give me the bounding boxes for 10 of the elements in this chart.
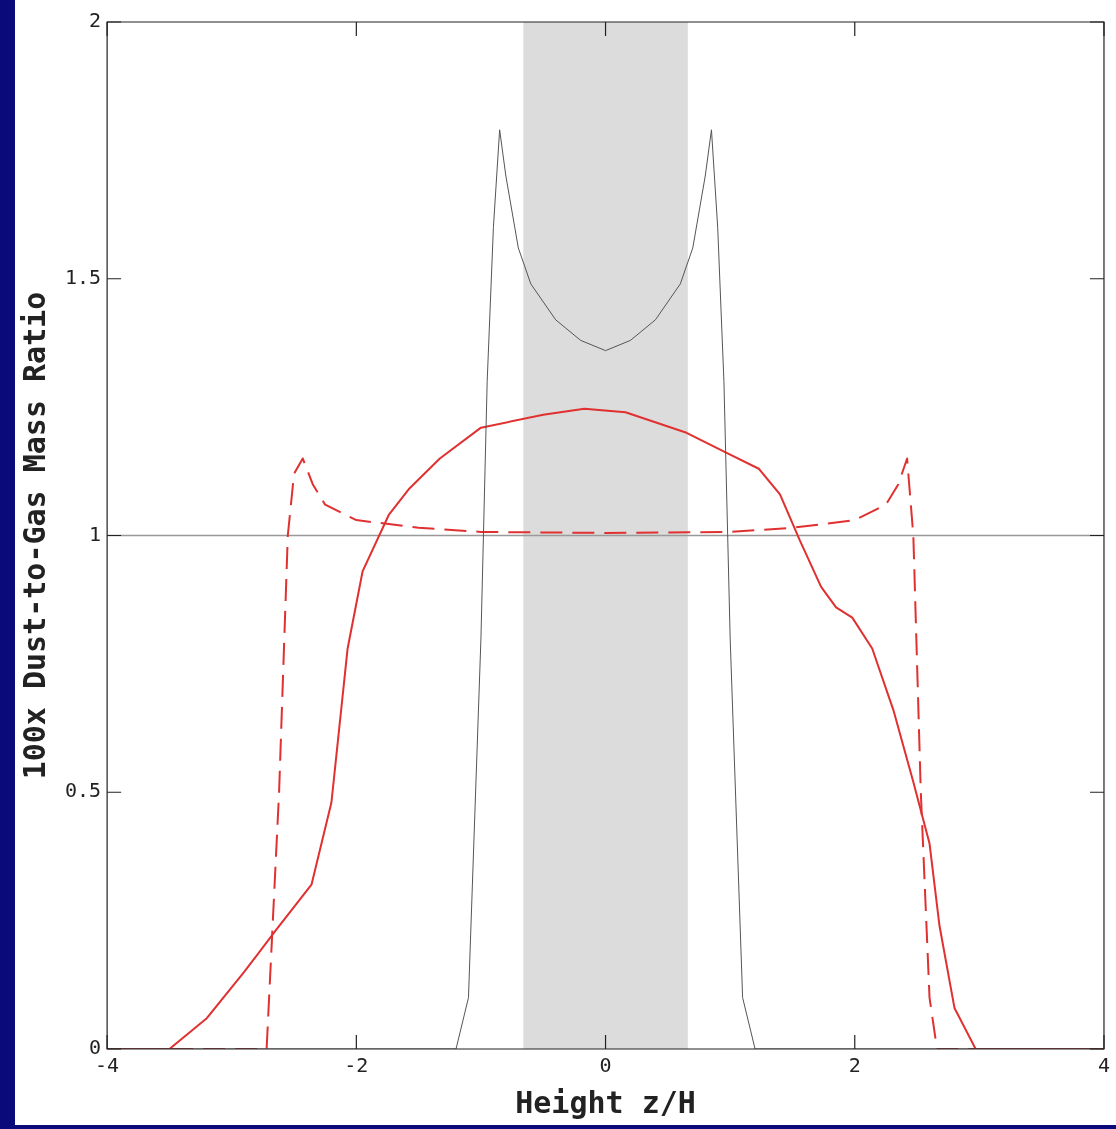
y-tick-label: 1 [89,521,102,546]
x-tick-label: 2 [848,1053,861,1078]
y-tick-label: 2 [89,8,102,33]
x-tick-label: -2 [344,1053,369,1078]
y-axis-title: 100x Dust-to-Gas Mass Ratio [16,291,52,780]
x-tick-label: 0 [599,1053,612,1078]
y-tick-label: 1.5 [65,264,102,289]
x-tick-label: 4 [1097,1053,1110,1078]
y-tick-label: 0.5 [65,778,102,803]
x-axis-title: Height z/H [515,1084,696,1120]
